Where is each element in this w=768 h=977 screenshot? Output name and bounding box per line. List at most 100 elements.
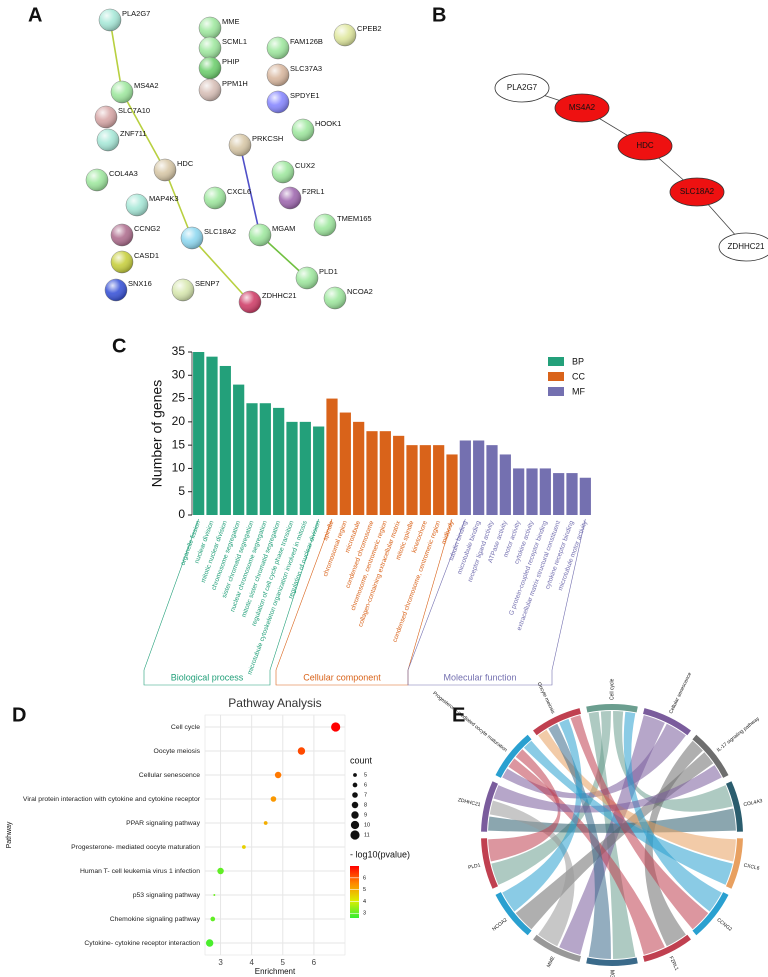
bar (473, 440, 485, 515)
node-shine (296, 267, 318, 289)
chord (548, 723, 611, 959)
node-shine (267, 37, 289, 59)
y-tick-label: Cell cycle (171, 724, 200, 731)
sector (726, 781, 743, 832)
bar (339, 412, 351, 515)
bar (366, 431, 378, 515)
legend-label: 5 (364, 772, 367, 778)
x-tick-label: 5 (281, 958, 286, 967)
y-tick-label: 30 (172, 367, 186, 381)
sector-label: COL4A3 (743, 798, 763, 808)
colorbar-label: 6 (363, 875, 366, 881)
x-tick-label: 6 (312, 958, 317, 967)
legend-size (351, 811, 359, 819)
group-label: Molecular function (443, 672, 516, 682)
bar (499, 454, 511, 515)
sector-label: CCNG2 (715, 917, 733, 933)
plot-area (204, 714, 346, 956)
chord (491, 711, 611, 885)
node-label: PPM1H (222, 79, 248, 88)
node-label: SLC18A2 (204, 227, 236, 236)
node-label: CUX2 (295, 161, 315, 170)
bar (459, 440, 471, 515)
y-tick-label: Oocyte meiosis (154, 748, 201, 755)
edge (121, 91, 166, 171)
sector (642, 708, 691, 736)
legend-size (350, 820, 360, 830)
sector (692, 734, 729, 778)
y-tick-label: 25 (172, 391, 186, 405)
y-tick-label: 10 (172, 461, 186, 475)
edge (109, 19, 123, 93)
sector-label: NCOA2 (491, 917, 508, 933)
chord (570, 715, 709, 930)
bar (526, 468, 538, 515)
legend-label: CC (572, 371, 585, 381)
node-label: MAP4K3 (149, 194, 179, 203)
legend-label: 9 (364, 812, 367, 818)
node-label: CPEB2 (357, 24, 382, 33)
y-tick-label: 35 (172, 344, 186, 358)
legend-size (353, 773, 357, 777)
legend-size (350, 830, 360, 840)
node-label: SENP7 (195, 279, 220, 288)
sector (642, 934, 691, 962)
sector (586, 704, 638, 713)
panel-label: E (452, 704, 465, 726)
node-label: ZNF711 (120, 129, 147, 138)
node-label: CASD1 (134, 251, 159, 260)
y-tick-label: 5 (178, 484, 185, 498)
node-label: MS4A2 (134, 81, 159, 90)
node-label: CXCL6 (227, 187, 251, 196)
legend-label: 11 (364, 832, 370, 838)
node (554, 93, 610, 123)
sector-label: F2RL1 (668, 955, 680, 971)
legend-size (352, 782, 358, 788)
bar (326, 398, 338, 515)
node-label: MME (222, 17, 240, 26)
node-label: HDC (636, 141, 654, 150)
legend-size (352, 792, 358, 798)
point (274, 771, 282, 779)
node-label: SNX16 (128, 279, 152, 288)
chord (488, 749, 561, 862)
node-shine (95, 106, 117, 128)
y-tick-label: PPAR signaling pathway (126, 820, 201, 827)
node-shine (249, 224, 271, 246)
point (217, 867, 224, 875)
bar (446, 454, 458, 515)
sector (726, 838, 743, 889)
node-label: F2RL1 (302, 187, 325, 196)
chord (623, 711, 722, 912)
node-shine (267, 91, 289, 113)
y-tick-label: Human T- cell leukemia virus 1 infection (80, 868, 200, 875)
node-label: ZDHHC21 (262, 291, 297, 300)
bar (273, 407, 285, 515)
legend-label: BP (572, 356, 584, 366)
legend-title: - log10(pvalue) (350, 849, 410, 859)
node-shine (267, 64, 289, 86)
bar (393, 435, 405, 515)
sector (481, 838, 498, 889)
node-label: NCOA2 (347, 287, 373, 296)
chart-title: Pathway Analysis (228, 696, 321, 710)
node-shine (229, 134, 251, 156)
legend-label: 6 (364, 782, 367, 788)
chord (493, 765, 722, 813)
node-shine (181, 227, 203, 249)
sector-label: PLD1 (468, 862, 482, 871)
sector-label: Oocyte meiosis (536, 681, 556, 715)
node-label: MS4A2 (569, 103, 596, 112)
node-shine (314, 214, 336, 236)
edge (164, 169, 193, 239)
point (270, 796, 277, 802)
chord (502, 718, 582, 912)
sector (533, 934, 582, 962)
sector-label: Cellular senescence (668, 671, 693, 714)
node-shine (272, 161, 294, 183)
bar (353, 421, 365, 515)
node-label: PLD1 (319, 267, 338, 276)
y-axis-label: Number of genes (149, 380, 165, 487)
bar (379, 431, 391, 515)
